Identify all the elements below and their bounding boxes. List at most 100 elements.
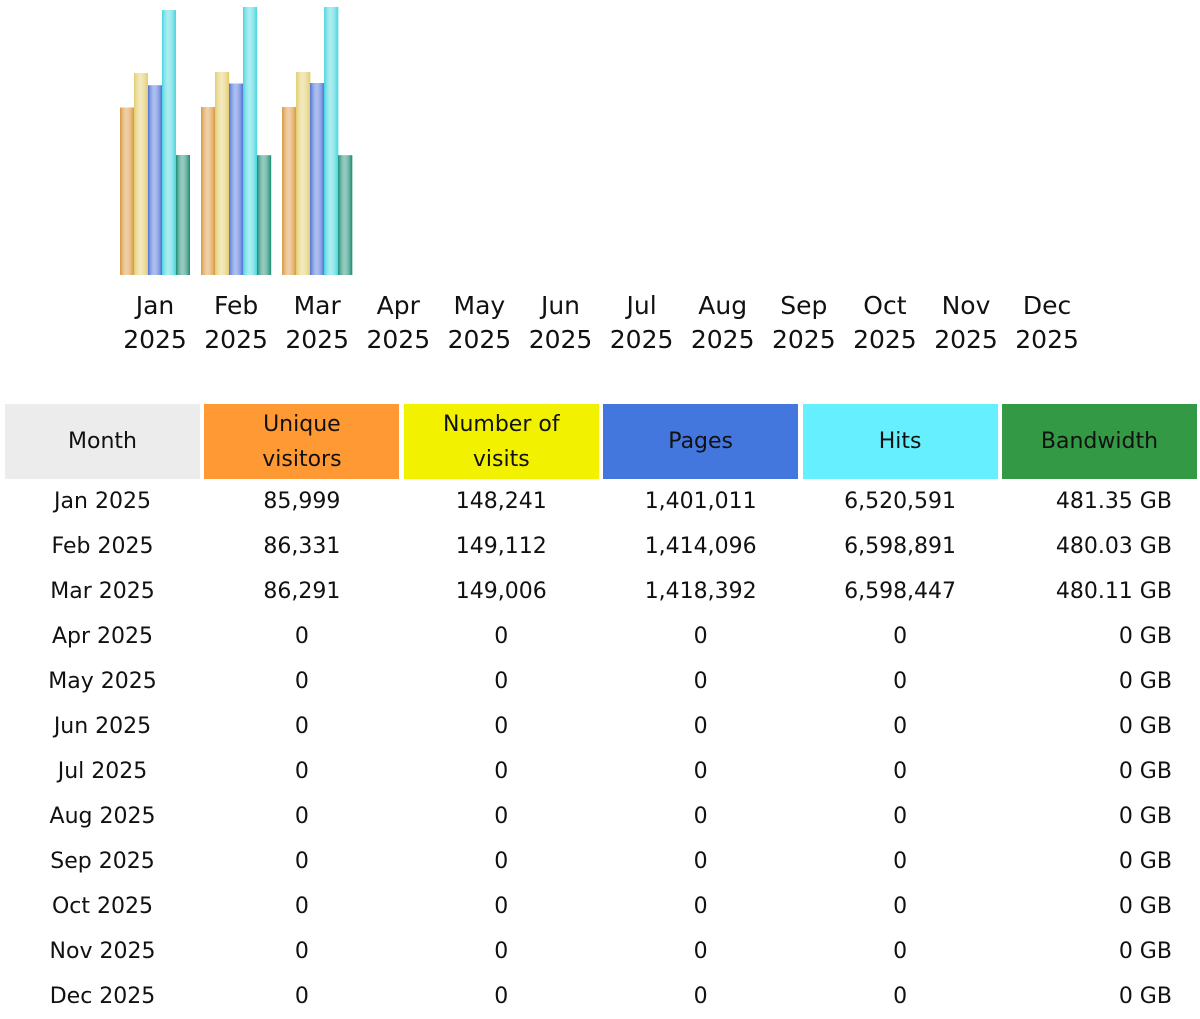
value-cell: 0: [294, 804, 309, 829]
x-tick-label: Mar 2025: [285, 291, 349, 354]
header-cell: Month: [5, 404, 200, 479]
value-cell: 0: [893, 759, 908, 784]
x-tick-label: Dec 2025: [1015, 291, 1079, 354]
month-cell: May 2025: [48, 669, 157, 694]
bar-shine: [282, 107, 297, 275]
value-cell: 0: [693, 939, 708, 964]
value-cell: 0: [893, 624, 908, 649]
value-cell: 0: [693, 624, 708, 649]
value-cell: 0: [494, 939, 509, 964]
bar-shine: [243, 7, 258, 275]
bar-shine: [120, 107, 134, 275]
month-cell: Aug 2025: [49, 804, 156, 829]
month-cell: Jun 2025: [53, 714, 152, 739]
value-cell: 0: [693, 804, 708, 829]
value-cell: 0: [893, 714, 908, 739]
month-cell: Nov 2025: [49, 939, 156, 964]
value-cell: 0: [693, 894, 708, 919]
x-tick-label: Jul 2025: [610, 291, 674, 354]
value-cell: 0: [893, 849, 908, 874]
table-row: Dec 2025 0 0 0 0 0 GB: [5, 974, 1197, 1019]
table-row: Apr 2025 0 0 0 0 0 GB: [5, 614, 1197, 659]
bar-shine: [324, 7, 339, 275]
bar-shine: [176, 155, 190, 275]
stats-table: Month Unique visitors Number of visits Pag…: [5, 404, 1197, 1019]
value-cell: 0: [893, 894, 908, 919]
x-tick-label: Oct 2025: [853, 291, 917, 354]
value-cell: 0: [494, 804, 509, 829]
month-cell: Feb 2025: [51, 534, 154, 559]
x-tick-label: Sep 2025: [772, 291, 836, 354]
value-cell: 0: [494, 714, 509, 739]
x-tick-label: Apr 2025: [366, 291, 430, 354]
x-tick-label: Nov 2025: [934, 291, 998, 354]
bar-shine: [134, 73, 148, 275]
value-cell: 0 GB: [1118, 714, 1172, 739]
table-row: Aug 2025 0 0 0 0 0 GB: [5, 794, 1197, 839]
table-row: Jan 2025 85,999 148,241 1,401,011 6,520,591 4…: [5, 479, 1197, 524]
month-cell: Jan 2025: [54, 489, 151, 514]
value-cell: 0: [893, 984, 908, 1009]
bar-shine: [201, 107, 216, 275]
value-cell: 0: [294, 624, 309, 649]
table-row: Oct 2025 0 0 0 0 0 GB: [5, 884, 1197, 929]
header-cell: Number of visits: [403, 404, 599, 479]
value-cell: 0 GB: [1118, 984, 1172, 1009]
header-cell: Pages: [603, 404, 799, 479]
value-cell: 86,331: [263, 534, 341, 559]
value-cell: 0: [693, 759, 708, 784]
value-cell: 0: [893, 804, 908, 829]
value-cell: 480.11 GB: [1055, 579, 1172, 604]
value-cell: 0: [294, 984, 309, 1009]
table-row: Feb 2025 86,331 149,112 1,414,096 6,598,891 4…: [5, 524, 1197, 569]
value-cell: 0: [294, 894, 309, 919]
value-cell: 0: [494, 849, 509, 874]
month-cell: Dec 2025: [49, 984, 156, 1009]
month-cell: Oct 2025: [51, 894, 154, 919]
value-cell: 0 GB: [1118, 894, 1172, 919]
month-cell: Mar 2025: [50, 579, 155, 604]
bar-shine: [338, 155, 353, 275]
table-row: Mar 2025 86,291 149,006 1,418,392 6,598,447 4…: [5, 569, 1197, 614]
bar-shine: [162, 10, 176, 275]
value-cell: 0: [893, 669, 908, 694]
month-cell: Apr 2025: [51, 624, 154, 649]
value-cell: 0: [693, 669, 708, 694]
table-row: Jul 2025 0 0 0 0 0 GB: [5, 749, 1197, 794]
value-cell: 0 GB: [1118, 624, 1172, 649]
value-cell: 0: [494, 669, 509, 694]
value-cell: 0 GB: [1118, 804, 1172, 829]
value-cell: 0: [294, 759, 309, 784]
value-cell: 0: [693, 714, 708, 739]
table-row: Sep 2025 0 0 0 0 0 GB: [5, 839, 1197, 884]
value-cell: 0: [294, 849, 309, 874]
value-cell: 6,520,591: [844, 489, 957, 514]
table-row: Jun 2025 0 0 0 0 0 GB: [5, 704, 1197, 749]
value-cell: 481.35 GB: [1055, 489, 1172, 514]
value-cell: 0: [294, 714, 309, 739]
header-cell: Bandwidth: [1001, 404, 1197, 479]
value-cell: 6,598,447: [844, 579, 957, 604]
value-cell: 86,291: [263, 579, 341, 604]
value-cell: 0: [693, 984, 708, 1009]
month-cell: Jul 2025: [57, 759, 148, 784]
value-cell: 1,401,011: [644, 489, 757, 514]
bar-shine: [257, 155, 272, 275]
header-cell: Hits: [802, 404, 998, 479]
value-cell: 0 GB: [1118, 939, 1172, 964]
bar-shine: [229, 83, 244, 275]
chart: Jan 2025 Feb 2025 Mar 2025 Apr 2025 May 2025 Jun 20…: [120, 7, 1079, 354]
value-cell: 0 GB: [1118, 759, 1172, 784]
value-cell: 0: [494, 894, 509, 919]
header-cell: Unique visitors: [204, 404, 400, 479]
value-cell: 0: [294, 669, 309, 694]
value-cell: 0: [494, 624, 509, 649]
bar-shine: [148, 85, 162, 275]
value-cell: 0: [893, 939, 908, 964]
value-cell: 0: [693, 849, 708, 874]
value-cell: 480.03 GB: [1055, 534, 1172, 559]
table-row: May 2025 0 0 0 0 0 GB: [5, 659, 1197, 704]
value-cell: 0: [494, 759, 509, 784]
x-tick-label: Feb 2025: [204, 291, 268, 354]
